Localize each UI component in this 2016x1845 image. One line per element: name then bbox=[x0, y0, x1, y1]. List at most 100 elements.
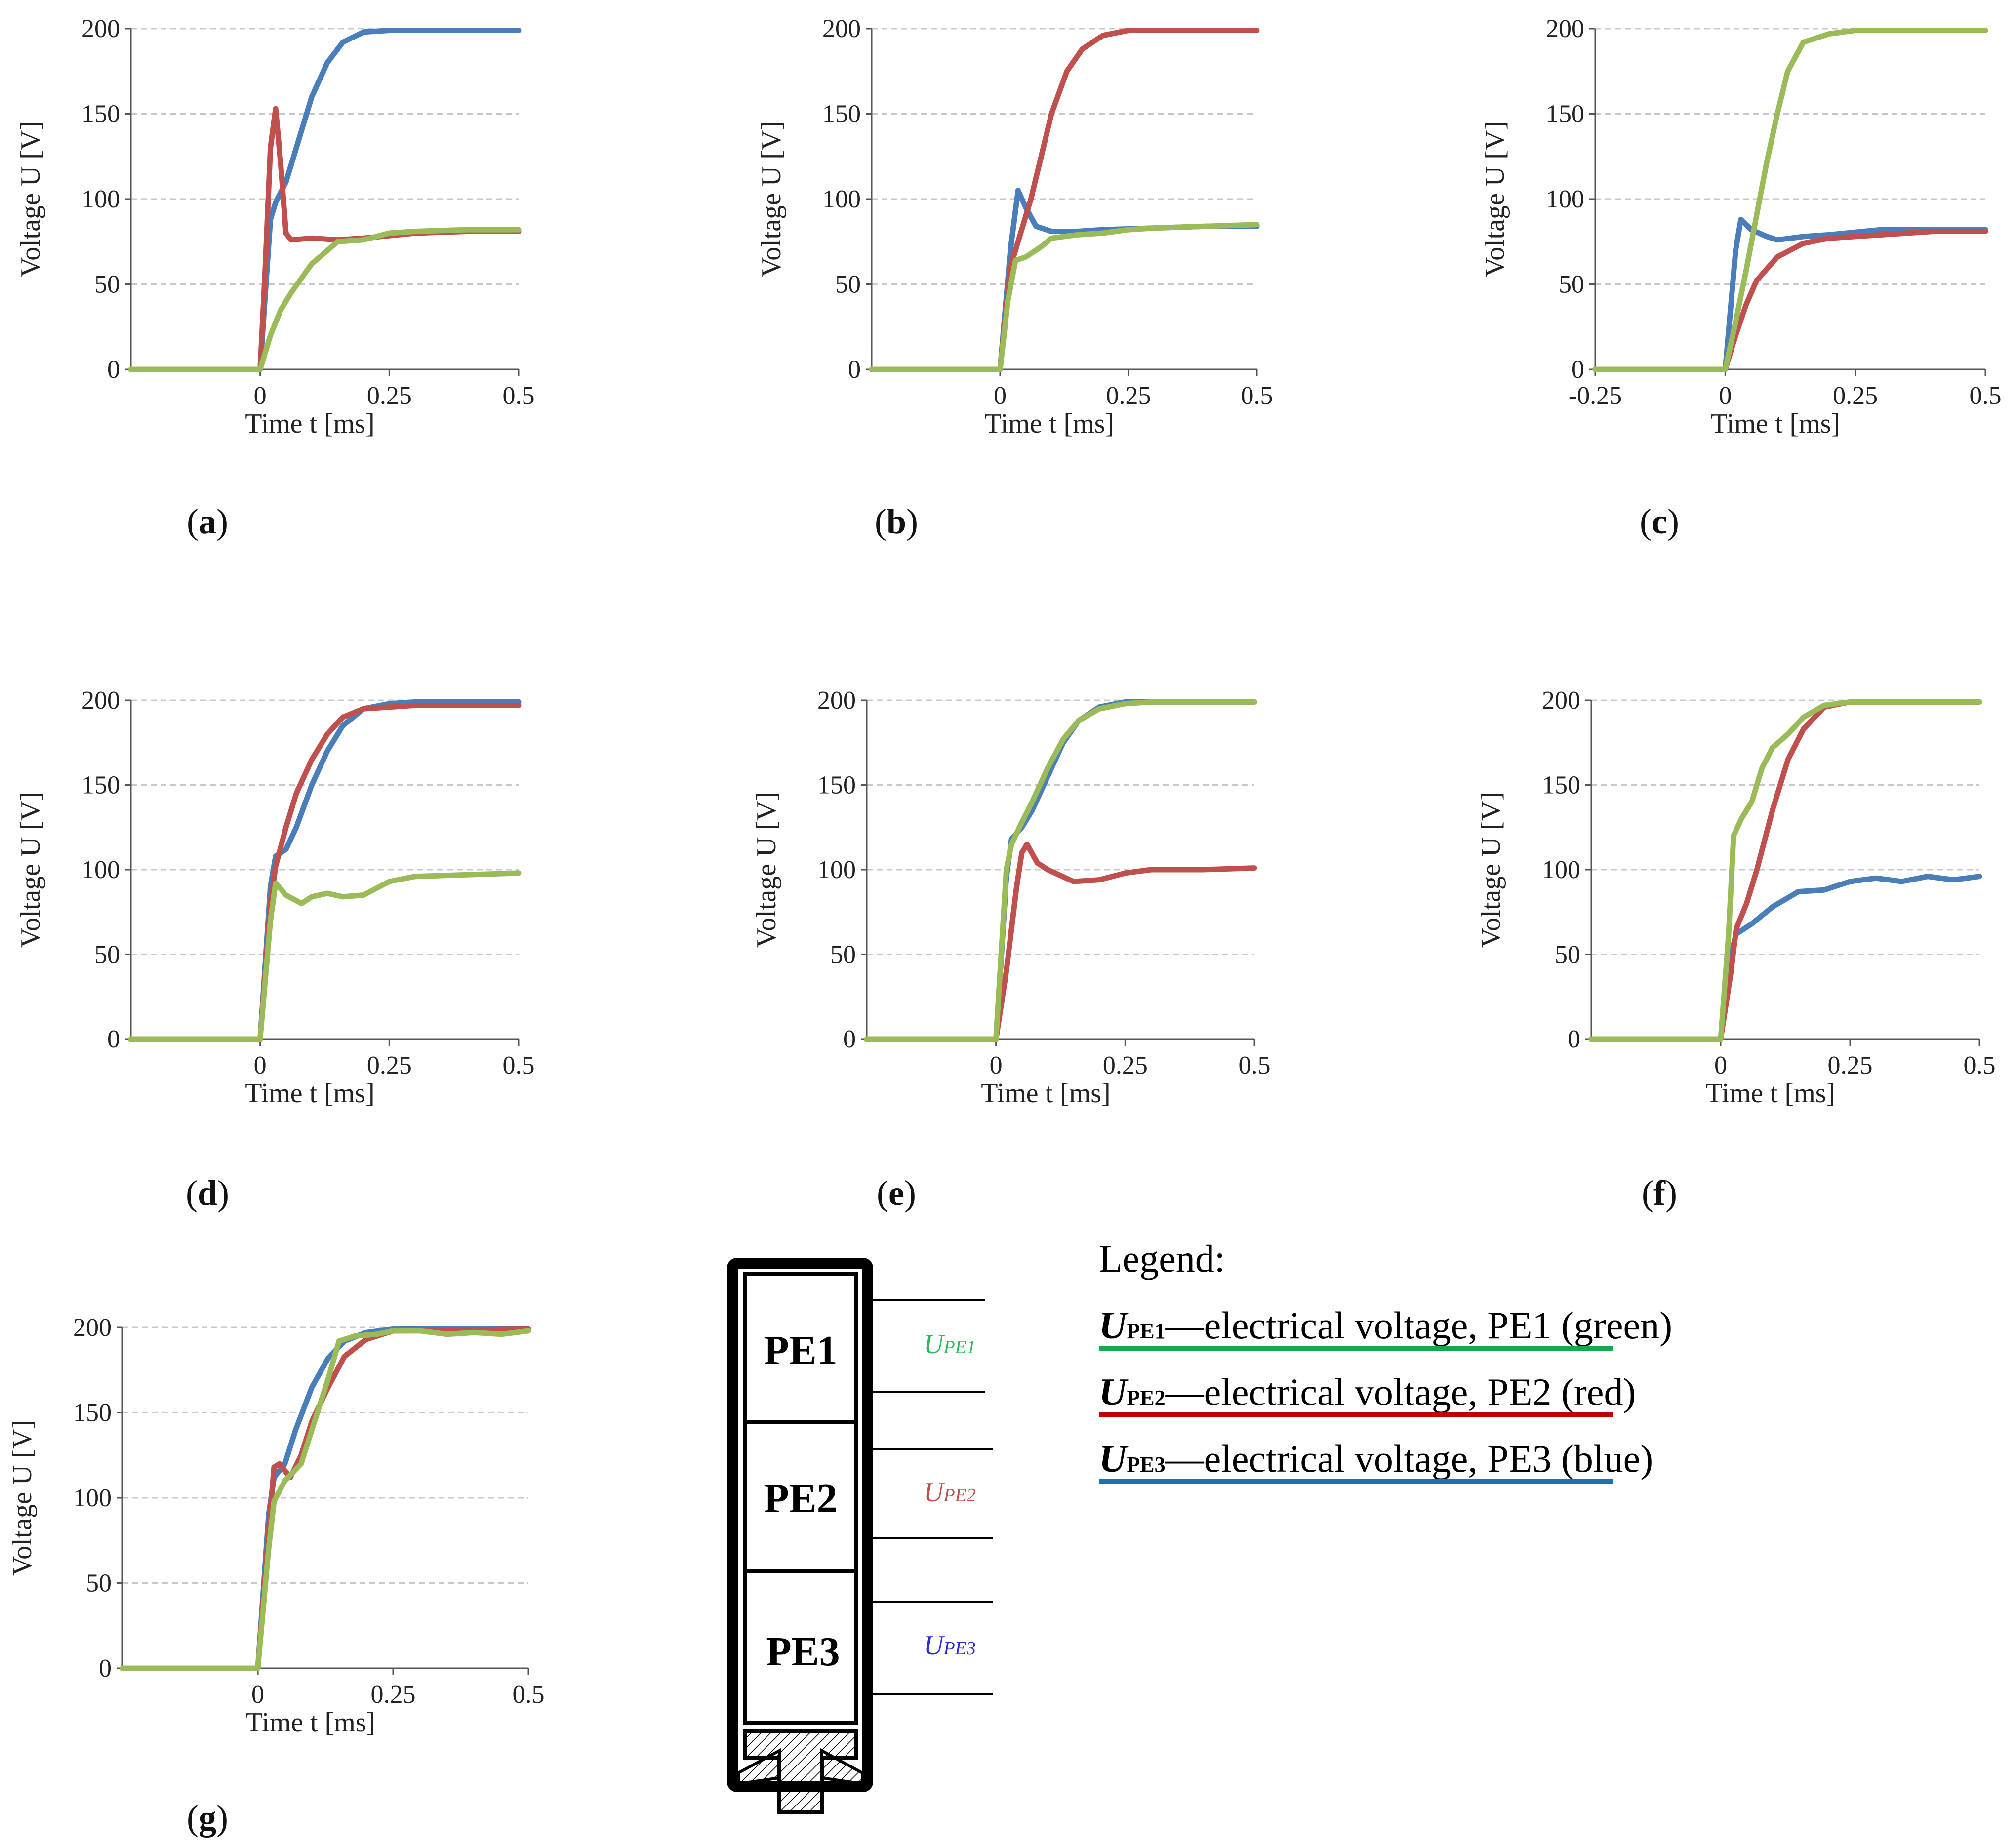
voltage-label-pe2: UPE2 bbox=[924, 1477, 976, 1508]
y-tick-label: 0 bbox=[99, 1654, 112, 1683]
series-line-2 bbox=[864, 842, 1257, 1042]
x-tick-label: 0 bbox=[251, 1681, 264, 1709]
y-tick-label: 150 bbox=[1546, 100, 1584, 128]
y-tick-label: 150 bbox=[817, 771, 856, 800]
x-tick-label: 0.25 bbox=[367, 382, 412, 410]
y-tick-label: 100 bbox=[822, 185, 861, 213]
x-tick-label: 0.5 bbox=[1241, 382, 1273, 410]
voltage-labels: UPE1 UPE2 UPE3 bbox=[924, 1329, 976, 1661]
x-tick-label: 0.25 bbox=[371, 1681, 416, 1709]
x-tick-label: 0.25 bbox=[1103, 1051, 1148, 1080]
x-tick-label: 0.25 bbox=[1106, 382, 1151, 410]
y-tick-label: 200 bbox=[73, 1314, 112, 1342]
chart-d: 0 50 100 150 200 0 0.25 0.5 Time t [ms] Voltage U… bbox=[15, 686, 535, 1213]
legend-title: Legend: bbox=[1099, 1237, 1225, 1280]
x-tick-label: 0 bbox=[254, 382, 267, 410]
y-tick-label: 0 bbox=[1568, 1025, 1580, 1053]
chart-b: 0 50 100 150 200 0 0.25 0.5 Time t [ms] Voltage U… bbox=[756, 15, 1273, 541]
piston-seal-left bbox=[737, 1748, 781, 1786]
panel-label: (b) bbox=[875, 502, 918, 541]
y-tick-label: 0 bbox=[1572, 356, 1584, 384]
y-tick-label: 200 bbox=[1542, 686, 1580, 715]
series-line-1 bbox=[128, 28, 522, 372]
y-tick-label: 50 bbox=[1559, 271, 1584, 299]
y-tick-label: 100 bbox=[1546, 185, 1584, 213]
series-line-3 bbox=[1592, 28, 1988, 372]
x-axis-label: Time t [ms] bbox=[981, 1078, 1110, 1109]
pe3-block bbox=[743, 1569, 858, 1725]
y-tick-label: 150 bbox=[1542, 771, 1580, 800]
y-axis-label: Voltage U [V] bbox=[15, 792, 46, 948]
x-tick-label: 0 bbox=[254, 1051, 267, 1080]
series-line-2 bbox=[1592, 229, 1988, 372]
y-tick-label: 50 bbox=[94, 271, 120, 299]
legend-item-pe3: UPE3—electrical voltage, PE3 (blue) bbox=[1099, 1437, 1653, 1480]
voltage-label-pe3: UPE3 bbox=[924, 1630, 976, 1661]
pe1-label: PE1 bbox=[764, 1327, 837, 1373]
y-tick-label: 100 bbox=[81, 185, 120, 213]
pe3-label: PE3 bbox=[766, 1629, 840, 1675]
series-line-1 bbox=[1588, 874, 1982, 1042]
y-tick-label: 150 bbox=[73, 1399, 112, 1427]
x-tick-label: 0 bbox=[1719, 382, 1732, 410]
y-tick-label: 50 bbox=[1555, 941, 1580, 969]
series-line-1 bbox=[128, 699, 522, 1042]
chart-a: 0 50 100 150 200 0 0.25 0.5 Time t [ms] Voltage U… bbox=[15, 15, 535, 541]
y-tick-label: 0 bbox=[848, 356, 861, 384]
panel-label: (f) bbox=[1642, 1173, 1677, 1213]
chart-f: 0 50 100 150 200 0 0.25 0.5 Time t [ms] Voltage U… bbox=[1476, 686, 1996, 1213]
y-tick-label: 200 bbox=[1546, 15, 1584, 43]
x-axis-label: Time t [ms] bbox=[246, 1707, 375, 1738]
y-tick-label: 200 bbox=[81, 15, 120, 43]
pe-stack-diagram: PE1 PE2 PE3 UPE1 UPE2 UPE3 bbox=[727, 1258, 993, 1814]
series-line-3 bbox=[128, 227, 522, 372]
legend-items: UPE1—electrical voltage, PE1 (green) UPE2… bbox=[1099, 1304, 1672, 1484]
x-axis-label: Time t [ms] bbox=[245, 1078, 374, 1109]
y-axis-label: Voltage U [V] bbox=[7, 1420, 38, 1576]
panel-label: (a) bbox=[187, 502, 228, 541]
x-tick-label: 0.25 bbox=[367, 1051, 412, 1080]
y-tick-label: 0 bbox=[107, 356, 120, 384]
series-line-3 bbox=[128, 870, 522, 1042]
electrode-wires bbox=[862, 1299, 993, 1695]
x-axis-label: Time t [ms] bbox=[985, 408, 1114, 439]
x-tick-label: -0.25 bbox=[1569, 382, 1622, 410]
y-tick-label: 200 bbox=[822, 15, 861, 43]
series-line-2 bbox=[869, 28, 1260, 372]
y-tick-label: 50 bbox=[86, 1569, 112, 1598]
x-tick-label: 0.5 bbox=[1964, 1051, 1996, 1080]
y-axis-label: Voltage U [V] bbox=[756, 121, 787, 277]
x-tick-label: 0.5 bbox=[503, 382, 535, 410]
legend: Legend: UPE1—electrical voltage, PE1 (gr… bbox=[1099, 1237, 1672, 1484]
panel-label: (e) bbox=[877, 1173, 916, 1213]
y-tick-label: 200 bbox=[817, 686, 856, 715]
x-tick-label: 0 bbox=[1714, 1051, 1727, 1080]
panel-label: (d) bbox=[186, 1173, 229, 1213]
series-line-3 bbox=[120, 1328, 531, 1671]
y-axis-label: Voltage U [V] bbox=[1480, 121, 1510, 277]
legend-item-pe2: UPE2—electrical voltage, PE2 (red) bbox=[1099, 1370, 1636, 1413]
x-axis-label: Time t [ms] bbox=[1711, 408, 1840, 439]
y-tick-label: 0 bbox=[843, 1025, 856, 1053]
y-axis-label: Voltage U [V] bbox=[751, 792, 782, 948]
chart-panels: 0 50 100 150 200 0 0.25 0.5 Time t [ms] Voltage U… bbox=[7, 15, 2002, 1838]
y-axis-label: Voltage U [V] bbox=[15, 121, 46, 277]
legend-item-pe1: UPE1—electrical voltage, PE1 (green) bbox=[1099, 1304, 1672, 1347]
y-tick-label: 100 bbox=[81, 856, 120, 884]
series-line-3 bbox=[1588, 699, 1982, 1042]
series-line-3 bbox=[869, 222, 1260, 372]
piston-hatched bbox=[743, 1729, 858, 1814]
x-tick-label: 0.5 bbox=[1970, 382, 2002, 410]
y-tick-label: 0 bbox=[107, 1025, 120, 1053]
x-tick-label: 0 bbox=[990, 1051, 1003, 1080]
y-tick-label: 100 bbox=[817, 856, 856, 884]
x-tick-label: 0.25 bbox=[1833, 382, 1878, 410]
series-line-1 bbox=[869, 188, 1260, 372]
y-tick-label: 150 bbox=[81, 771, 120, 800]
x-axis-label: Time t [ms] bbox=[1706, 1078, 1835, 1109]
pe2-label: PE2 bbox=[764, 1476, 837, 1522]
series-line-2 bbox=[128, 106, 522, 372]
chart-e: 0 50 100 150 200 0 0.25 0.5 Time t [ms] Voltage U… bbox=[751, 686, 1271, 1213]
x-tick-label: 0 bbox=[994, 382, 1007, 410]
